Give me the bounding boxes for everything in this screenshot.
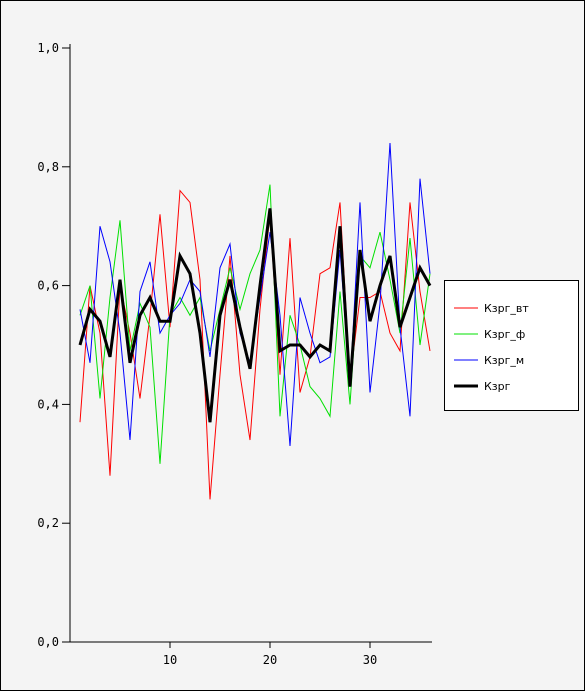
chart-legend: Кзрг_вт Кзрг_ф Кзрг_м Кзрг — [444, 280, 579, 411]
x-tick-label: 20 — [263, 653, 277, 667]
series-group — [78, 142, 432, 500]
legend-label: Кзрг_м — [484, 354, 524, 367]
x-tick-label: 10 — [163, 653, 177, 667]
series-line — [79, 189, 431, 500]
legend-box — [444, 280, 579, 411]
x-tick-label: 30 — [363, 653, 377, 667]
y-tick-label: 0,2 — [37, 516, 59, 530]
legend-label: Кзрг_вт — [484, 302, 529, 315]
axes-group: 0,0 0,2 0,4 0,6 0,8 1,0 10 20 30 — [37, 41, 432, 667]
legend-label: Кзрг_ф — [484, 328, 525, 341]
y-tick-label: 1,0 — [37, 41, 59, 55]
series-line — [78, 208, 432, 423]
y-tick-label: 0,8 — [37, 160, 59, 174]
y-tick-label: 0,4 — [37, 397, 59, 411]
y-tick-label: 0,6 — [37, 279, 59, 293]
y-tick-label: 0,0 — [37, 635, 59, 649]
legend-label: Кзрг — [484, 380, 511, 393]
